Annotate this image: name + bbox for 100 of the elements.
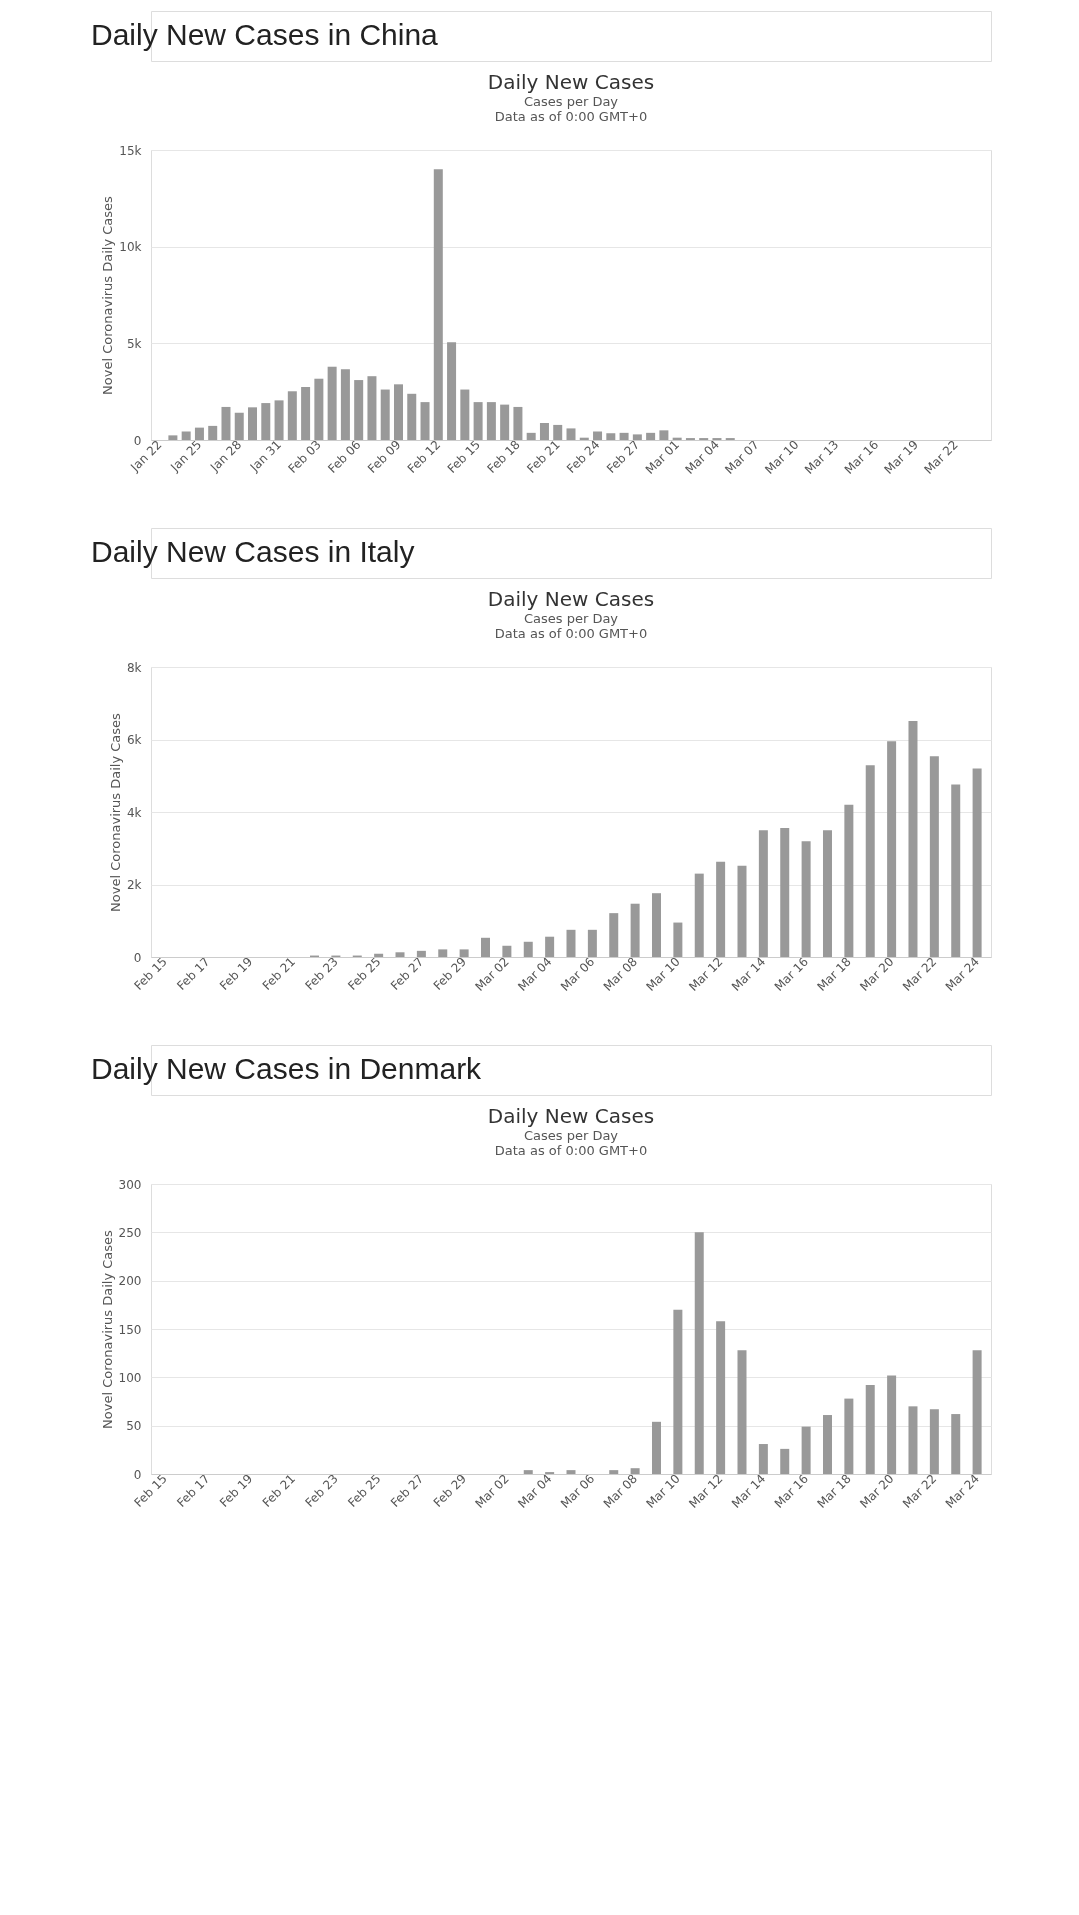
bar <box>393 384 403 440</box>
bar <box>673 922 683 957</box>
x-tick-label: Mar 18 <box>814 1471 854 1511</box>
bar <box>758 830 768 957</box>
bar <box>566 929 576 957</box>
x-tick-label: Feb 19 <box>216 1471 256 1510</box>
bar <box>301 387 311 440</box>
y-tick-label: 15k <box>119 143 142 158</box>
bar <box>447 342 457 440</box>
y-axis-title: Novel Coronavirus Daily Cases <box>100 195 116 395</box>
bar <box>587 929 597 957</box>
bar <box>274 400 284 440</box>
bar <box>929 1409 939 1474</box>
bar <box>908 721 918 957</box>
y-tick-label: 0 <box>133 433 142 448</box>
bar <box>609 913 619 957</box>
bar <box>844 1398 854 1474</box>
chart-title: Daily New Cases <box>487 587 655 611</box>
y-tick-label: 0 <box>133 950 142 965</box>
bar <box>951 784 961 957</box>
x-tick-label: Feb 21 <box>259 1471 299 1510</box>
bar <box>221 406 231 440</box>
x-tick-label: Mar 08 <box>600 954 641 994</box>
bar <box>416 950 426 957</box>
text: Daily New Cases in China <box>91 18 439 51</box>
bar <box>486 402 496 440</box>
chart-subtitle: Cases per Day Data as of 0:00 GMT+0 <box>494 94 648 124</box>
bar <box>609 1470 619 1474</box>
bar <box>513 406 523 440</box>
y-tick-label: 250 <box>118 1225 142 1240</box>
bar <box>659 430 669 440</box>
bar <box>972 768 982 957</box>
x-tick-label: Feb 25 <box>345 1471 384 1510</box>
bar <box>234 412 244 440</box>
x-tick-label: Mar 07 <box>722 437 762 477</box>
bar <box>694 1232 704 1474</box>
y-axis-title: Novel Coronavirus Daily Cases <box>99 1229 115 1429</box>
bar <box>168 435 178 440</box>
x-tick-label: Feb 27 <box>603 437 643 476</box>
x-tick-label: Feb 21 <box>524 437 563 476</box>
y-tick-label: 200 <box>118 1274 142 1289</box>
x-tick-label: Feb 27 <box>387 954 427 993</box>
y-tick-label: 2k <box>126 878 142 892</box>
bar <box>801 1426 811 1474</box>
bar <box>822 830 832 957</box>
x-tick-label: Feb 12 <box>404 437 444 476</box>
x-tick-label: Mar 10 <box>643 1471 683 1511</box>
bar <box>314 378 324 440</box>
x-tick-label: Mar 19 <box>881 437 921 477</box>
x-tick-label: Feb 19 <box>216 954 256 993</box>
x-tick-label: Jan 28 <box>207 437 245 475</box>
bar <box>972 1350 982 1474</box>
x-tick-label: Feb 03 <box>285 437 324 476</box>
bar <box>287 391 297 440</box>
bar <box>951 1414 961 1474</box>
x-tick-label: Feb 15 <box>444 437 484 476</box>
bar <box>887 741 897 957</box>
bar <box>630 1468 640 1474</box>
bar <box>619 432 629 440</box>
bar <box>673 1309 683 1474</box>
x-tick-label: Mar 10 <box>643 954 683 994</box>
y-tick-label: 50 <box>126 1419 142 1434</box>
x-tick-label: Feb 24 <box>564 437 603 476</box>
y-tick-label: 10k <box>119 240 142 255</box>
x-tick-label: Mar 04 <box>682 437 722 477</box>
bar <box>208 425 218 440</box>
x-tick-label: Mar 12 <box>686 954 726 994</box>
x-tick-label: Feb 23 <box>302 1471 341 1510</box>
bar <box>716 1321 726 1474</box>
bar <box>694 873 704 957</box>
bar <box>553 424 563 440</box>
bar <box>646 432 656 440</box>
chart-title: Daily New Cases <box>487 1104 655 1128</box>
x-tick-label: Mar 12 <box>686 1471 726 1511</box>
x-tick-label: Mar 16 <box>771 1471 812 1511</box>
x-tick-label: Mar 08 <box>600 1471 641 1511</box>
bar <box>460 389 470 440</box>
x-tick-label: Mar 10 <box>762 437 802 477</box>
bar <box>566 428 576 440</box>
x-tick-label: Jan 25 <box>167 437 205 475</box>
bar <box>844 804 854 957</box>
x-tick-label: Jan 31 <box>246 437 285 475</box>
bar <box>630 903 640 957</box>
bar <box>908 1406 918 1474</box>
bar <box>526 432 536 440</box>
y-tick-label: 6k <box>126 733 142 747</box>
bar <box>481 937 490 957</box>
bar <box>354 380 364 440</box>
x-tick-label: Mar 24 <box>942 1471 983 1511</box>
bar <box>801 841 811 957</box>
x-tick-label: Mar 18 <box>814 954 854 994</box>
bar <box>181 431 191 440</box>
bar <box>737 1350 747 1474</box>
bar <box>523 941 533 957</box>
x-tick-label: Mar 14 <box>728 954 769 994</box>
bar <box>737 865 747 957</box>
bar <box>606 433 616 440</box>
y-tick-label: 5k <box>126 336 142 351</box>
bar <box>780 827 790 957</box>
bar <box>652 893 661 957</box>
